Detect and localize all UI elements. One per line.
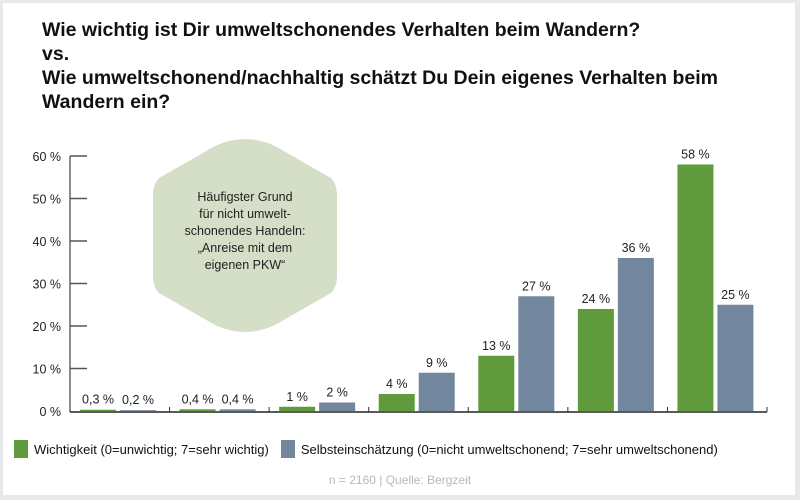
legend-swatch-selbsteinschaetzung — [280, 440, 295, 458]
legend: Wichtigkeit (0=unwichtig; 7=sehr wichtig… — [14, 440, 718, 458]
bar-selbsteinschaetzung — [120, 410, 156, 411]
data-label: 13 % — [482, 339, 511, 353]
data-label: 0,4 % — [222, 392, 254, 406]
callout-text-line: für nicht umwelt- — [199, 207, 291, 221]
bar-wichtigkeit — [80, 409, 116, 411]
y-tick-label: 0 % — [39, 405, 61, 419]
data-label: 0,4 % — [182, 392, 214, 406]
y-tick-label: 10 % — [33, 363, 62, 377]
bar-wichtigkeit — [677, 164, 714, 411]
data-label: 1 % — [286, 390, 308, 404]
bar-selbsteinschaetzung — [717, 304, 754, 411]
title-line-4: Wandern ein? — [42, 91, 171, 113]
data-label: 58 % — [681, 148, 710, 162]
bar-selbsteinschaetzung — [219, 409, 256, 411]
title-line-1: Wie wichtig ist Dir umweltschonendes Ver… — [42, 19, 641, 41]
bar-selbsteinschaetzung — [418, 372, 455, 411]
y-tick-label: 30 % — [33, 278, 62, 292]
callout-text-line: „Anreise mit dem — [198, 241, 292, 255]
y-tick-label: 60 % — [33, 150, 62, 164]
bar-wichtigkeit — [179, 409, 216, 411]
bar-selbsteinschaetzung — [518, 296, 555, 411]
data-label: 0,3 % — [82, 393, 114, 407]
bar-wichtigkeit — [279, 406, 316, 411]
data-label: 36 % — [622, 241, 651, 255]
data-label: 0,2 % — [122, 393, 154, 407]
source-note: n = 2160 | Quelle: Bergzeit — [328, 473, 472, 487]
title-line-2: vs. — [42, 43, 70, 65]
chart-title: Wie wichtig ist Dir umweltschonendes Ver… — [42, 18, 782, 114]
bar-selbsteinschaetzung — [617, 258, 654, 411]
callout-hexagon — [153, 139, 337, 332]
callout-text-line: schonendes Handeln: — [185, 224, 306, 238]
title-line-3: Wie umweltschonend/nachhaltig schätzt Du… — [42, 67, 718, 89]
data-label: 2 % — [326, 386, 348, 400]
data-label: 27 % — [522, 279, 551, 293]
data-label: 4 % — [386, 377, 408, 391]
bar-wichtigkeit — [378, 394, 415, 411]
bar-wichtigkeit — [577, 309, 614, 411]
legend-label-wichtigkeit: Wichtigkeit (0=unwichtig; 7=sehr wichtig… — [34, 441, 269, 457]
data-label: 9 % — [426, 356, 448, 370]
bar-wichtigkeit — [478, 355, 515, 411]
legend-label-selbsteinschaetzung: Selbsteinschätzung (0=nicht umweltschone… — [300, 441, 718, 457]
data-label: 25 % — [721, 288, 750, 302]
legend-swatch-wichtigkeit — [14, 440, 28, 458]
callout-text-line: Häufigster Grund — [197, 190, 292, 204]
callout-text-line: eigenen PKW“ — [205, 258, 286, 272]
data-label: 24 % — [582, 292, 611, 306]
y-tick-label: 40 % — [33, 235, 62, 249]
bar-selbsteinschaetzung — [319, 402, 356, 411]
chart-background — [3, 3, 795, 495]
y-tick-label: 20 % — [33, 320, 62, 334]
y-tick-label: 50 % — [33, 193, 62, 207]
